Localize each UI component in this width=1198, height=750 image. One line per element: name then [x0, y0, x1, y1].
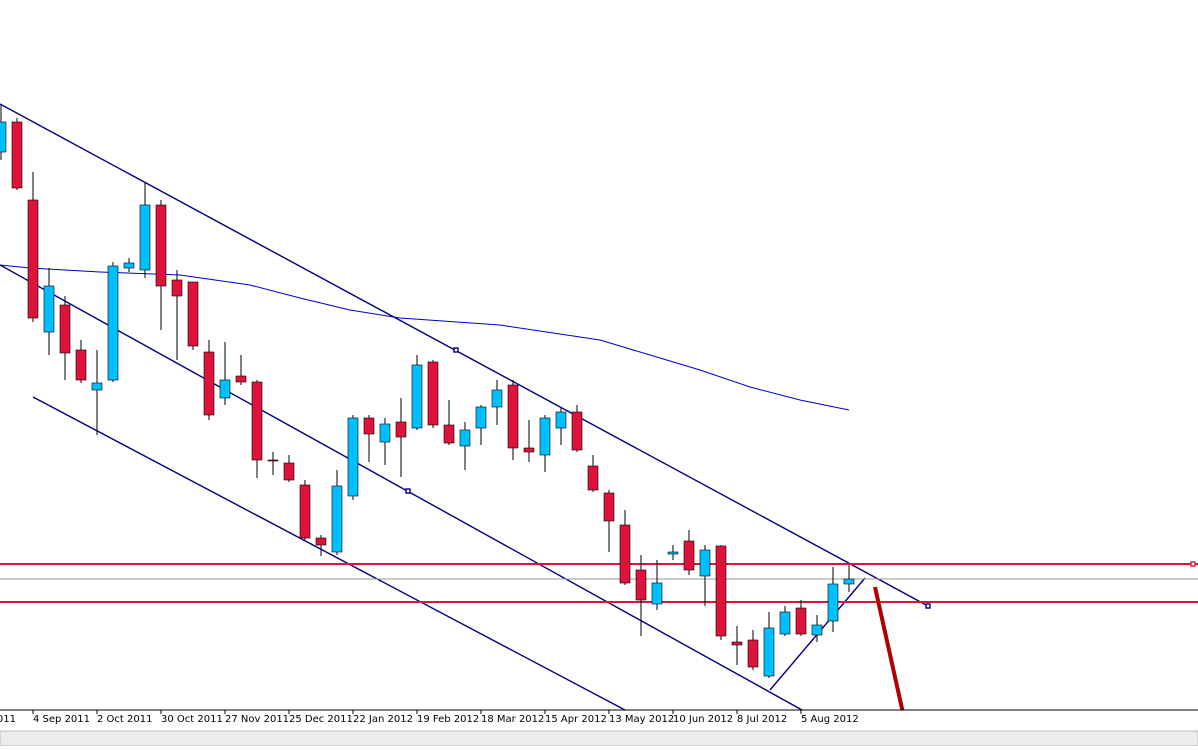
- candle-body: [763, 627, 775, 677]
- candle-body: [571, 411, 583, 451]
- candle-body: [651, 582, 663, 605]
- candle-body: [555, 411, 567, 429]
- x-tick-label: 4 Sep 2011: [33, 714, 90, 725]
- candle-body: [11, 121, 23, 189]
- handle: [453, 347, 459, 353]
- x-tick-label: 13 May 2012: [609, 714, 674, 725]
- candle-body: [235, 375, 247, 383]
- x-tick-label: 25 Dec 2011: [289, 714, 353, 725]
- candle-body: [315, 537, 327, 546]
- candle-body: [59, 304, 71, 354]
- arrow-shaft: [873, 586, 907, 723]
- candle-body: [187, 281, 199, 347]
- candle-body: [747, 639, 759, 668]
- x-tick-label: 27 Nov 2011: [225, 714, 289, 725]
- candle-body: [491, 389, 503, 408]
- candle-body: [123, 262, 135, 269]
- handle: [925, 603, 931, 609]
- candle-body: [603, 492, 615, 522]
- candle-body: [411, 364, 423, 429]
- x-tick-label: 2011: [0, 714, 16, 725]
- x-tick-label: 22 Jan 2012: [353, 714, 413, 725]
- candle-body: [155, 204, 167, 287]
- candle-body: [715, 545, 727, 637]
- candles: [0, 105, 855, 678]
- candle-body: [667, 551, 679, 555]
- candle-body: [427, 361, 439, 426]
- candle-body: [43, 285, 55, 333]
- candle-body: [379, 423, 391, 443]
- candle-body: [475, 406, 487, 429]
- candle-body: [443, 424, 455, 444]
- candle-body: [0, 121, 7, 153]
- candle-body: [619, 524, 631, 584]
- x-tick-label: 19 Feb 2012: [417, 714, 479, 725]
- x-tick-label: 10 Jun 2012: [673, 714, 733, 725]
- candle-body: [91, 382, 103, 391]
- moving-average: [0, 264, 850, 411]
- x-tick-label: 2 Oct 2011: [97, 714, 152, 725]
- handle: [1190, 561, 1196, 567]
- x-tick-label: 15 Apr 2012: [545, 714, 607, 725]
- candle-body: [139, 204, 151, 271]
- candle-body: [203, 351, 215, 416]
- drawings: [0, 103, 1198, 711]
- candle-body: [459, 429, 471, 447]
- x-axis-labels: 4 Sep 2011 2 Oct 2011 30 Oct 2011 27 Nov 20…: [32, 710, 859, 725]
- candle-body: [107, 265, 119, 381]
- handle: [405, 488, 411, 494]
- candle-body: [587, 465, 599, 491]
- candle-body: [347, 417, 359, 497]
- candle-body: [363, 417, 375, 435]
- candle-body: [811, 624, 823, 636]
- x-tick-label: 8 Jul 2012: [737, 714, 787, 725]
- candle-body: [27, 199, 39, 319]
- candle-body: [299, 484, 311, 539]
- candle-body: [827, 583, 839, 622]
- candle-body: [523, 447, 535, 453]
- candle-body: [843, 578, 855, 585]
- x-tick-label: 18 Mar 2012: [481, 714, 544, 725]
- channel-lower: [32, 396, 626, 711]
- candle-body: [219, 379, 231, 399]
- candle-body: [683, 540, 695, 571]
- candle-body: [507, 384, 519, 449]
- candle-body: [395, 421, 407, 438]
- scrollbar: [0, 730, 1198, 747]
- channel-upper: [0, 103, 929, 607]
- x-tick-label: 5 Aug 2012: [801, 714, 859, 725]
- candle-body: [699, 549, 711, 577]
- candle-body: [795, 607, 807, 635]
- candle-body: [635, 569, 647, 601]
- channel-middle: [0, 264, 803, 711]
- candle-body: [251, 381, 263, 461]
- candle-body: [75, 349, 87, 381]
- candle-body: [779, 611, 791, 635]
- candle-body: [331, 485, 343, 553]
- candle-body: [283, 462, 295, 481]
- x-tick-label: 30 Oct 2011: [161, 714, 223, 725]
- candle-body: [539, 417, 551, 456]
- candle-body: [171, 279, 183, 297]
- candle-body: [267, 459, 279, 462]
- candle-body: [731, 641, 743, 646]
